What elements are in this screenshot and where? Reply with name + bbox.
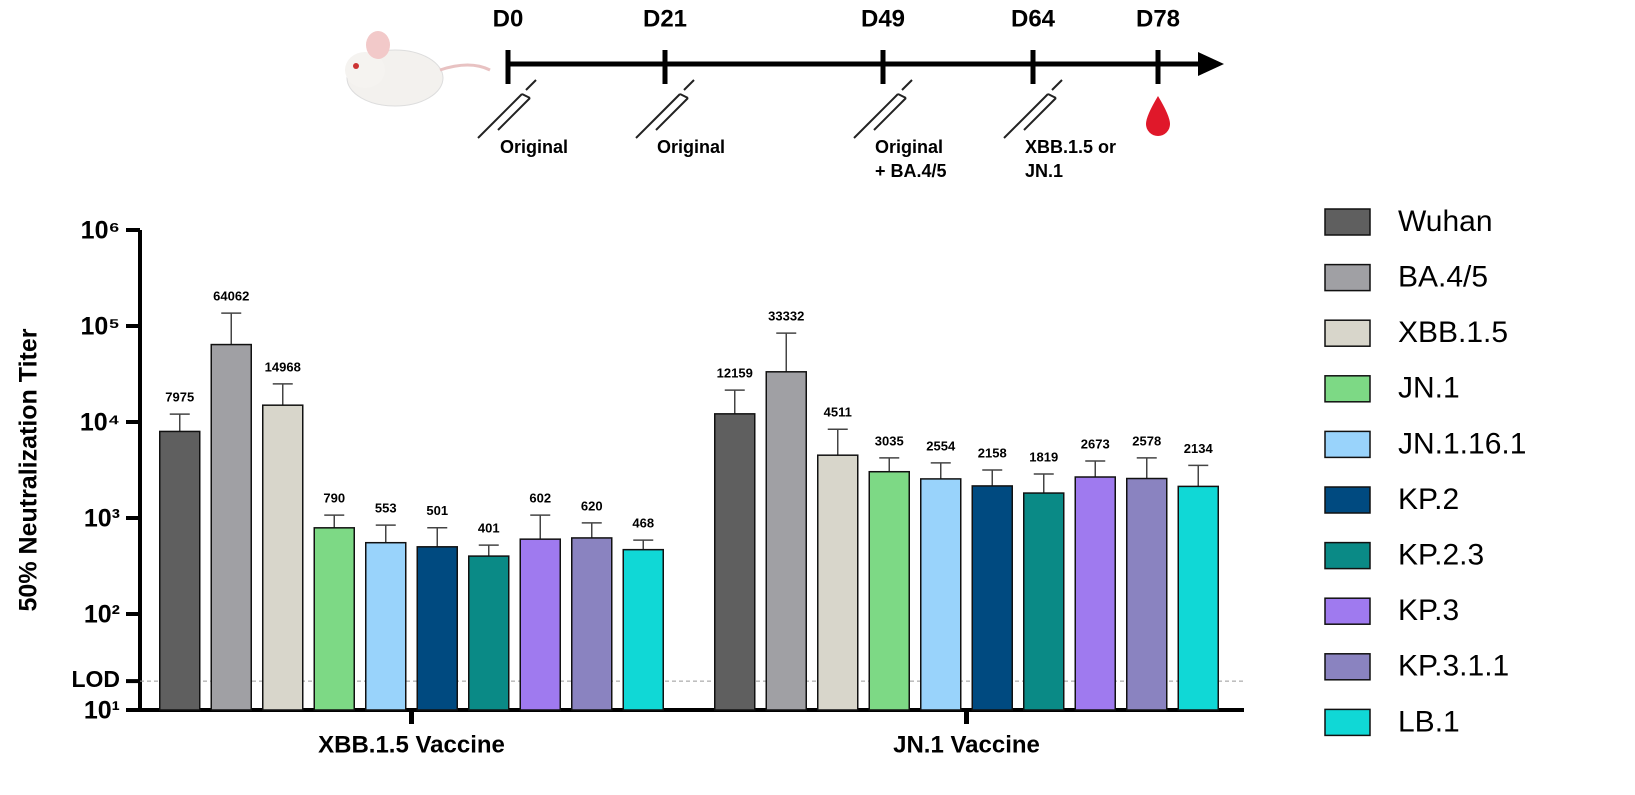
timeline-arrow (1198, 52, 1224, 76)
value-label: 1819 (1029, 449, 1058, 464)
day-label: D49 (861, 5, 905, 32)
value-label: 2134 (1184, 441, 1214, 456)
y-tick-label: 10³ (84, 505, 120, 533)
bar (817, 454, 859, 711)
legend-label: JN.1.16.1 (1398, 427, 1526, 460)
day-label: D0 (493, 5, 524, 32)
value-label: 790 (323, 491, 345, 506)
legend-label: BA.4/5 (1398, 261, 1488, 294)
legend-label: JN.1 (1398, 372, 1460, 405)
legend-label: KP.2.3 (1398, 539, 1484, 572)
legend-swatch (1324, 486, 1371, 514)
bar (1126, 477, 1168, 711)
value-label: 14968 (265, 359, 301, 374)
dose-label: XBB.1.5 or (1025, 137, 1116, 157)
legend-label: KP.2 (1398, 483, 1459, 516)
value-label: 401 (478, 521, 500, 536)
bar (765, 371, 807, 711)
bar (1074, 476, 1116, 711)
y-axis-title: 50% Neutralization Titer (15, 328, 43, 611)
value-label: 2673 (1081, 436, 1110, 451)
bar (416, 546, 458, 711)
value-label: 2158 (978, 445, 1007, 460)
legend-label: LB.1 (1398, 705, 1460, 738)
bar (622, 548, 664, 711)
bar (159, 430, 201, 711)
legend-swatch (1324, 430, 1371, 459)
dose-label: + BA.4/5 (875, 161, 947, 181)
day-label: D64 (1011, 5, 1056, 32)
y-tick-label: 10⁶ (81, 217, 120, 245)
day-label: D78 (1136, 5, 1180, 32)
bar (571, 537, 613, 711)
bar (1023, 492, 1065, 711)
value-label: 3035 (875, 433, 904, 448)
value-label: 33332 (768, 309, 804, 324)
dose-label: Original (875, 137, 943, 157)
bar (519, 538, 561, 711)
value-label: 553 (375, 501, 397, 516)
legend-swatch (1324, 375, 1371, 403)
legend-swatch (1324, 708, 1371, 737)
legend-swatch (1324, 208, 1371, 236)
legend-swatch (1324, 319, 1371, 347)
value-label: 12159 (717, 366, 753, 381)
value-label: 468 (632, 516, 654, 531)
x-tick-label: XBB.1.5 Vaccine (318, 731, 505, 758)
x-tick-label: JN.1 Vaccine (893, 731, 1040, 758)
bar (365, 541, 407, 711)
legend-label: KP.3.1.1 (1398, 650, 1509, 683)
legend-swatch (1324, 263, 1371, 292)
day-label: D21 (643, 5, 687, 32)
y-tick-label: 10⁵ (80, 313, 120, 341)
value-label: 501 (426, 503, 448, 518)
bar (920, 478, 962, 711)
legend-label: Wuhan (1398, 205, 1493, 238)
bar (468, 555, 510, 711)
dose-label: Original (657, 137, 725, 157)
dose-label: JN.1 (1025, 161, 1063, 181)
blood-drop (1146, 96, 1170, 136)
bar (868, 470, 910, 711)
value-label: 620 (581, 498, 603, 513)
bar (313, 527, 355, 711)
bar (1177, 485, 1219, 711)
bar (262, 404, 304, 711)
y-tick-label: 10¹ (84, 697, 120, 725)
syringes (477, 79, 1063, 139)
value-label: 602 (529, 491, 551, 506)
legend-label: XBB.1.5 (1398, 316, 1508, 349)
value-label: 2578 (1132, 433, 1161, 448)
lod-label: LOD (71, 666, 120, 692)
y-tick-label: 10⁴ (80, 409, 120, 437)
legend-swatch (1324, 597, 1371, 625)
value-label: 7975 (165, 390, 194, 405)
dose-label: Original (500, 137, 568, 157)
y-tick-label: 10² (84, 601, 120, 629)
legend-swatch (1324, 541, 1371, 570)
bar (971, 485, 1013, 711)
legend-swatch (1324, 653, 1371, 681)
value-label: 2554 (926, 438, 956, 453)
value-label: 4511 (824, 405, 852, 420)
mouse-icon (345, 31, 491, 107)
bar (714, 413, 756, 711)
legend-label: KP.3 (1398, 594, 1459, 627)
bar (210, 343, 252, 711)
value-label: 64062 (213, 289, 249, 304)
